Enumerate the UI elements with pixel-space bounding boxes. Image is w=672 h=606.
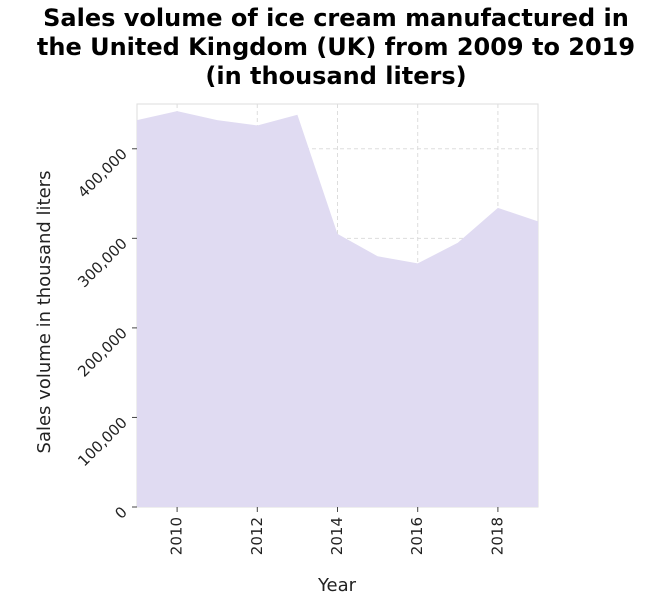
chart-title-line-2: the United Kingdom (UK) from 2009 to 201… bbox=[36, 33, 636, 61]
area-layer bbox=[137, 111, 538, 508]
x-axis-title: Year bbox=[317, 575, 357, 596]
y-tick-label: 200,000 bbox=[74, 324, 131, 381]
y-tick-label: 400,000 bbox=[74, 145, 131, 202]
y-axis-title: Sales volume in thousand liters bbox=[34, 171, 55, 454]
y-tick-label: 100,000 bbox=[74, 414, 131, 471]
chart-title: Sales volume of ice cream manufactured i… bbox=[0, 4, 672, 91]
y-axis: 0 100,000 200,000 300,000 400,000 bbox=[74, 145, 137, 523]
y-tick-label: 0 bbox=[111, 503, 130, 522]
x-tick-label: 2016 bbox=[408, 517, 426, 555]
x-tick-label: 2012 bbox=[248, 517, 266, 555]
x-tick-label: 2018 bbox=[488, 517, 506, 555]
area-series bbox=[137, 111, 538, 508]
y-tick-label: 300,000 bbox=[74, 234, 131, 291]
x-tick-label: 2010 bbox=[168, 517, 186, 555]
chart-title-line-3: (in thousand liters) bbox=[205, 62, 467, 90]
x-tick-label: 2014 bbox=[328, 517, 346, 555]
x-axis: 2010 2012 2014 2016 2018 bbox=[168, 507, 506, 555]
chart-title-line-1: Sales volume of ice cream manufactured i… bbox=[43, 4, 629, 32]
